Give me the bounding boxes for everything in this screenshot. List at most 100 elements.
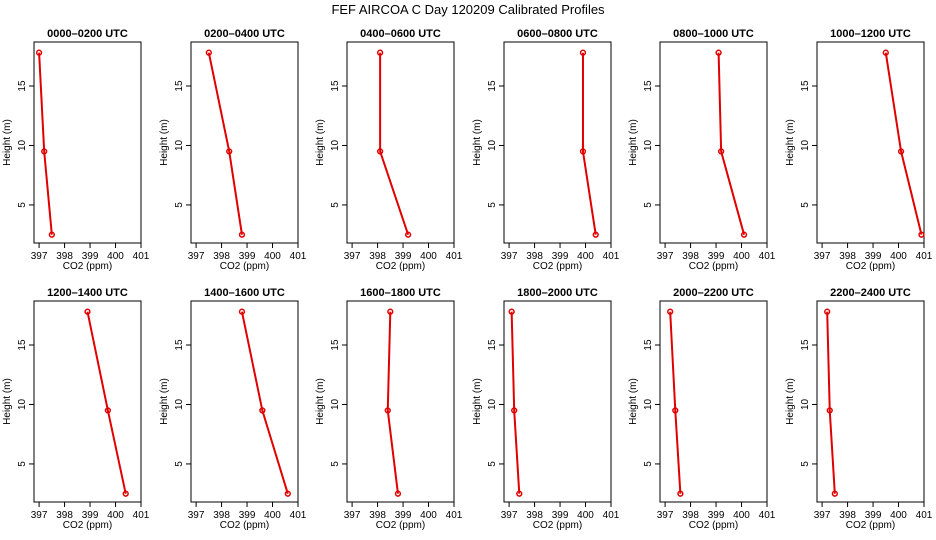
y-axis-label: Height (m)	[159, 119, 170, 166]
y-tick-label: 10	[800, 139, 811, 151]
y-tick-label: 10	[800, 398, 811, 410]
profile-line	[379, 52, 410, 235]
panel-title: 1200–1400 UTC	[47, 287, 128, 299]
profile-point	[516, 490, 523, 497]
profile-point	[826, 407, 833, 414]
profile-point	[897, 148, 905, 155]
x-axis-label: CO2 (ppm)	[689, 520, 738, 531]
x-tick-label: 400	[733, 510, 750, 521]
y-axis-label: Height (m)	[2, 378, 13, 425]
y-axis-label: Height (m)	[472, 119, 483, 166]
y-tick-label: 15	[17, 80, 28, 92]
profile-point	[579, 49, 587, 56]
panel-0: 0000–0200 UTC 397 398 399 400 401 5 10 15 CO2 (pp…	[2, 28, 150, 272]
y-tick-label: 10	[487, 398, 498, 410]
profile-point	[387, 308, 394, 315]
x-axis-label: CO2 (ppm)	[846, 520, 895, 531]
profile-point	[511, 407, 518, 414]
panel-11: 2200–2400 UTC 397 398 399 400 401 5 10 15 CO2 (pp…	[785, 287, 933, 531]
y-tick-label: 5	[487, 461, 498, 467]
plot-frame	[33, 300, 142, 503]
y-axis-label: Height (m)	[315, 119, 326, 166]
profile-point	[404, 231, 412, 238]
x-tick-label: 397	[657, 510, 674, 521]
y-tick-label: 5	[800, 202, 811, 208]
x-tick-label: 398	[526, 251, 543, 262]
profile-line	[717, 52, 746, 235]
y-tick-label: 15	[643, 339, 654, 351]
profile-point	[35, 49, 43, 56]
y-tick-label: 10	[174, 398, 185, 410]
x-tick-label: 400	[890, 251, 907, 262]
profile-point	[508, 308, 515, 315]
plot-frame	[659, 41, 768, 244]
x-tick-label: 399	[552, 251, 569, 262]
y-tick-label: 15	[800, 339, 811, 351]
y-tick-label: 10	[487, 139, 498, 151]
x-tick-label: 399	[395, 510, 412, 521]
profile-line	[826, 311, 836, 494]
plot-frame	[346, 300, 455, 503]
panel-grid: 0000–0200 UTC 397 398 399 400 401 5 10 15 CO2 (pp…	[2, 28, 933, 531]
x-tick-label: 397	[501, 510, 518, 521]
y-tick-label: 15	[330, 339, 341, 351]
panel-4: 0800–1000 UTC 397 398 399 400 401 5 10 15 CO2 (pp…	[628, 28, 776, 272]
x-tick-label: 398	[839, 251, 856, 262]
x-tick-label: 398	[369, 251, 386, 262]
y-tick-label: 10	[643, 398, 654, 410]
profile-point	[122, 490, 129, 497]
panel-3: 0600–0800 UTC 397 398 399 400 401 5 10 15 CO2 (pp…	[472, 28, 620, 272]
panel-title: 2200–2400 UTC	[830, 287, 911, 299]
x-tick-label: 398	[682, 251, 699, 262]
panel-title: 2000–2200 UTC	[673, 287, 754, 299]
x-tick-label: 397	[657, 251, 674, 262]
panel-title: 0800–1000 UTC	[673, 28, 754, 40]
x-tick-label: 398	[56, 251, 73, 262]
profile-line	[669, 311, 682, 494]
profile-point	[717, 148, 725, 155]
x-tick-label: 397	[501, 251, 518, 262]
x-tick-label: 401	[446, 251, 463, 262]
x-tick-label: 400	[890, 510, 907, 521]
profile-line	[207, 52, 243, 235]
panel-title: 1000–1200 UTC	[830, 28, 911, 40]
x-tick-label: 397	[814, 251, 831, 262]
x-tick-label: 399	[708, 510, 725, 521]
profile-point	[882, 49, 889, 56]
y-axis-label: Height (m)	[785, 378, 796, 425]
x-tick-label: 401	[446, 510, 463, 521]
x-axis-label: CO2 (ppm)	[220, 261, 269, 272]
profile-point	[740, 231, 748, 238]
y-tick-label: 5	[174, 461, 185, 467]
y-axis-label: Height (m)	[159, 378, 170, 425]
profile-point	[918, 231, 925, 238]
profile-line	[38, 52, 53, 235]
x-tick-label: 398	[213, 251, 230, 262]
x-tick-label: 401	[133, 251, 150, 262]
panel-title: 0600–0800 UTC	[517, 28, 598, 40]
y-tick-label: 10	[174, 139, 185, 151]
profile-point	[376, 49, 384, 56]
panel-title: 0000–0200 UTC	[47, 28, 128, 40]
panel-title: 1600–1800 UTC	[360, 287, 441, 299]
x-tick-label: 400	[107, 251, 124, 262]
x-axis-label: CO2 (ppm)	[220, 520, 269, 531]
x-tick-label: 401	[916, 510, 933, 521]
x-tick-label: 397	[814, 510, 831, 521]
profile-point	[238, 308, 246, 315]
y-tick-label: 15	[174, 80, 185, 92]
y-tick-label: 15	[174, 339, 185, 351]
x-tick-label: 399	[708, 251, 725, 262]
profile-point	[672, 407, 679, 414]
x-tick-label: 401	[603, 251, 620, 262]
profile-line	[510, 311, 521, 494]
profile-point	[677, 490, 684, 497]
x-axis-label: CO2 (ppm)	[846, 261, 895, 272]
y-axis-label: Height (m)	[628, 378, 639, 425]
profile-point	[226, 148, 233, 155]
plot-frame	[346, 41, 455, 244]
panel-7: 1400–1600 UTC 397 398 399 400 401 5 10 15 CO2 (pp…	[159, 287, 307, 531]
y-axis-label: Height (m)	[472, 378, 483, 425]
x-tick-label: 398	[56, 510, 73, 521]
x-tick-label: 398	[213, 510, 230, 521]
